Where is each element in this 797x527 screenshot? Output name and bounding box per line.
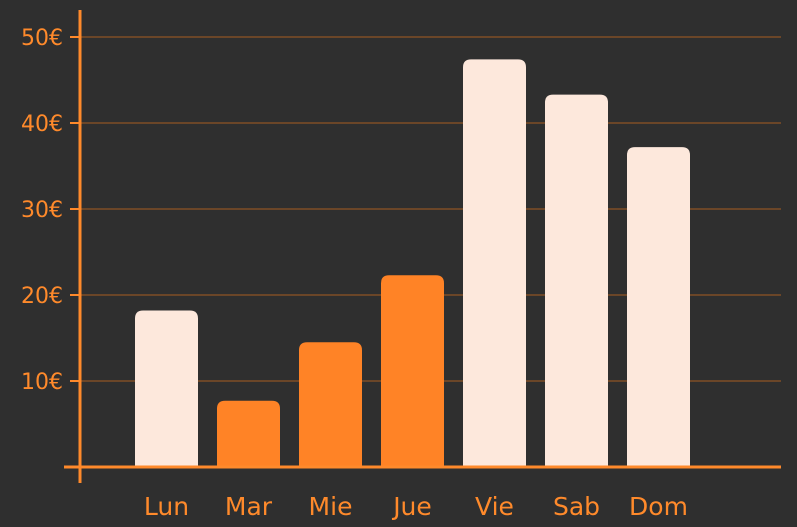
bars (135, 59, 690, 467)
x-tick-label: Dom (629, 492, 688, 521)
bar-sab (545, 95, 608, 467)
x-tick-label: Vie (475, 492, 514, 521)
bar-lun (135, 310, 198, 467)
bar-dom (627, 147, 690, 467)
x-tick-labels: Lun Mar Mie Jue Vie Sab Dom (144, 492, 688, 521)
bar-mar (217, 401, 280, 467)
y-tick-label: 20€ (21, 284, 63, 309)
x-tick-label: Mie (309, 492, 353, 521)
x-tick-label: Sab (553, 492, 600, 521)
x-tick-label: Jue (391, 492, 432, 521)
y-tick-label: 10€ (21, 370, 63, 395)
bar-vie (463, 59, 526, 467)
bar-mie (299, 342, 362, 467)
y-tick-label: 50€ (21, 26, 63, 51)
y-tick-labels: 10€ 20€ 30€ 40€ 50€ (21, 26, 63, 395)
bar-jue (381, 275, 444, 467)
x-tick-label: Mar (225, 492, 273, 521)
y-tick-label: 30€ (21, 198, 63, 223)
y-tick-label: 40€ (21, 112, 63, 137)
x-tick-label: Lun (144, 492, 189, 521)
